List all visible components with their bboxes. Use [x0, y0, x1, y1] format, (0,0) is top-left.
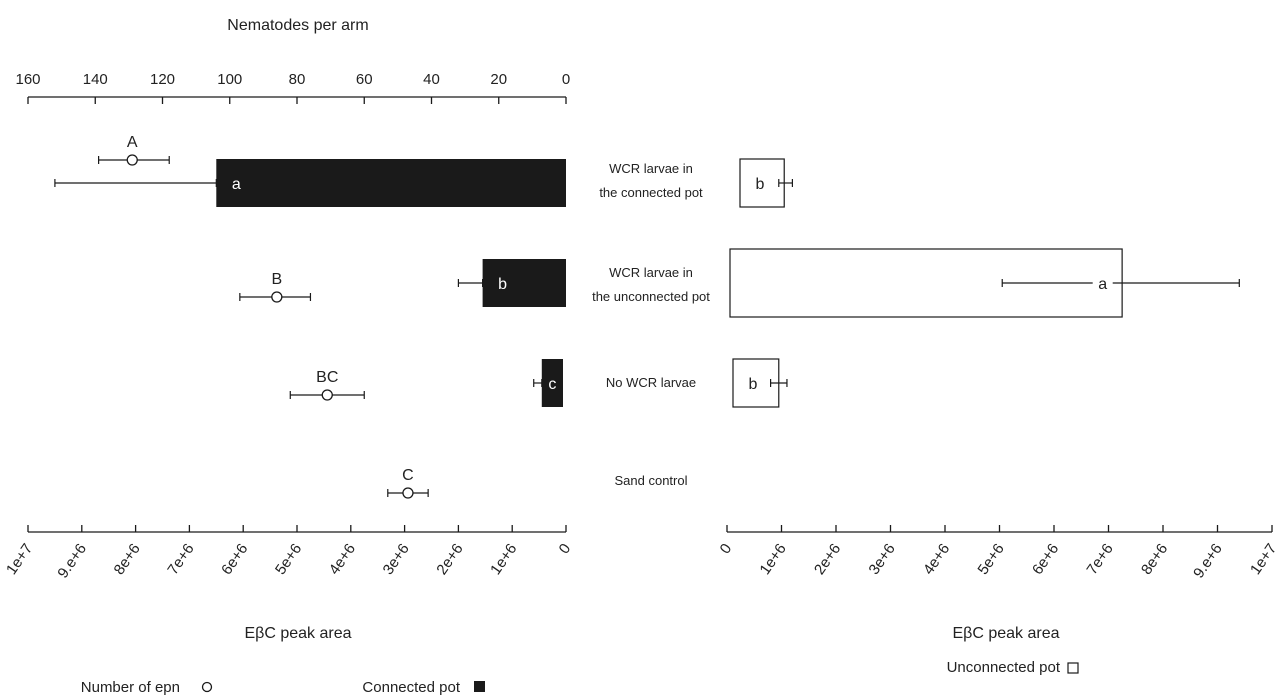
category-label: the connected pot: [599, 185, 703, 200]
epn-point: [402, 487, 414, 499]
bottom-left-axis-tick-label: 8e+6: [111, 541, 144, 578]
category-label: No WCR larvae: [606, 375, 696, 390]
top-axis-tick-label: 80: [289, 71, 306, 88]
epn-point-label: BC: [316, 369, 338, 386]
unconnected-pot-bar-label: b: [756, 176, 765, 193]
top-axis-title: Nematodes per arm: [227, 17, 368, 34]
top-axis-tick-label: 20: [490, 71, 507, 88]
bottom-right-axis-tick-label: 4e+6: [920, 541, 953, 578]
bottom-left-axis-tick-label: 3e+6: [380, 541, 413, 578]
legend-epn-label: Number of epn: [81, 679, 180, 696]
bottom-right-axis-tick-label: 8e+6: [1138, 541, 1171, 578]
category-label: WCR larvae in: [609, 161, 693, 176]
unconnected-pot-bar-label-bg: [1092, 273, 1113, 293]
legend: Number of epn Connected pot Unconnected po…: [81, 659, 1079, 696]
category-labels: WCR larvae in the connected pot WCR larvae…: [592, 161, 710, 488]
epn-point: [271, 291, 283, 303]
unconnected-pot-bar-label: a: [1098, 276, 1107, 293]
epn-point: [321, 389, 333, 401]
bottom-right-axis-title: EβC peak area: [952, 625, 1059, 642]
top-axis-tick-label: 120: [150, 71, 175, 88]
epn-point-label: B: [271, 271, 282, 288]
top-axis-tick-label: 100: [217, 71, 242, 88]
connected-pot-bar: [216, 159, 567, 207]
axes: 160 140 120 100 80 60 40 20 0 1e+7 9.e+6 8e+6 7e+6 6e…: [3, 71, 1280, 581]
bottom-left-axis-tick-label: 5e+6: [272, 541, 305, 578]
bottom-right-axis-tick-label: 3e+6: [865, 541, 898, 578]
bottom-left-axis-tick-label: 7e+6: [164, 541, 197, 578]
bottom-left-axis-tick-label: 0: [556, 541, 575, 558]
bottom-left-axis-tick-label: 1e+6: [487, 541, 520, 578]
epn-point-label: A: [127, 134, 138, 151]
connected-pot-bar-label: b: [498, 276, 507, 293]
bottom-left-axis-title: EβC peak area: [244, 625, 351, 642]
legend-connected-label: Connected pot: [362, 679, 460, 696]
category-label: the unconnected pot: [592, 289, 710, 304]
epn-point: [126, 154, 138, 166]
connected-pot-bar-label: a: [232, 176, 241, 193]
unconnected-pot-bar: [739, 158, 785, 208]
bottom-left-axis-tick-label: 6e+6: [218, 541, 251, 578]
top-axis-tick-label: 160: [15, 71, 40, 88]
category-label: WCR larvae in: [609, 265, 693, 280]
bottom-right-axis-tick-label: 1e+7: [1247, 541, 1280, 578]
connected-pot-bar: [541, 359, 563, 407]
unconnected-pot-bar-label: b: [749, 376, 758, 393]
legend-unconnected-label: Unconnected pot: [947, 659, 1061, 676]
connected-pot-bar: [482, 259, 566, 307]
category-label: Sand control: [615, 473, 688, 488]
bottom-left-axis-tick-label: 9.e+6: [54, 541, 90, 582]
top-axis-tick-label: 0: [562, 71, 570, 88]
connected-pot-bar-label: c: [548, 376, 556, 393]
bottom-right-axis-tick-label: 7e+6: [1083, 541, 1116, 578]
bottom-right-axis-tick-label: 9.e+6: [1190, 541, 1226, 582]
bottom-right-axis-tick-label: 2e+6: [811, 541, 844, 578]
epn-point-label: C: [402, 467, 414, 484]
top-axis-tick-label: 60: [356, 71, 373, 88]
bottom-left-axis-tick-label: 1e+7: [3, 541, 36, 578]
top-axis-tick-label: 40: [423, 71, 440, 88]
bottom-left-axis-tick-label: 4e+6: [326, 541, 359, 578]
bottom-right-axis-tick-label: 6e+6: [1029, 541, 1062, 578]
legend-epn-marker: [201, 681, 213, 693]
top-axis-tick-label: 140: [83, 71, 108, 88]
bottom-left-axis-tick-label: 2e+6: [433, 541, 466, 578]
bottom-right-axis-tick-label: 5e+6: [974, 541, 1007, 578]
bottom-right-axis-tick-label: 0: [717, 541, 736, 558]
legend-connected-marker: [474, 681, 485, 692]
legend-unconnected-marker: [1067, 662, 1079, 674]
bottom-right-axis-tick-label: 1e+6: [756, 541, 789, 578]
bars: a b c b a b: [54, 158, 1240, 408]
epn-points: A B BC C: [98, 134, 429, 499]
